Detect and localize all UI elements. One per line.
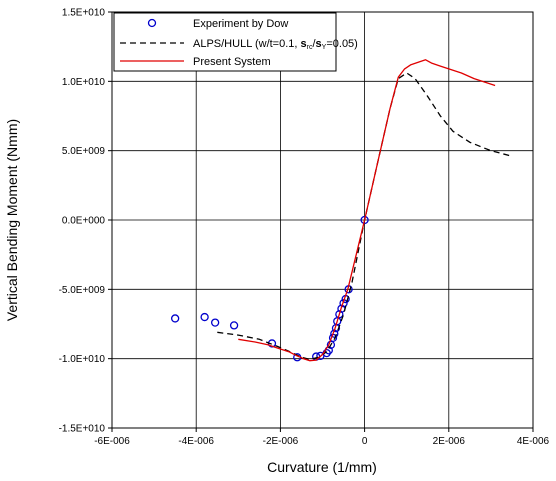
x-tick-label: -4E-006	[178, 436, 214, 447]
legend: Experiment by Dow ALPS/HULL (w/t=0.1, sr…	[113, 12, 358, 72]
x-tick-label: 4E-006	[517, 436, 550, 447]
x-tick-label: -2E-006	[263, 436, 299, 447]
y-axis-title: Vertical Bending Moment (Nmm)	[4, 119, 20, 321]
grid	[111, 11, 534, 429]
y-tick-label: 5.0E+009	[62, 146, 106, 157]
y-tick-label: -1.0E+010	[59, 354, 106, 365]
experiment-point	[229, 321, 239, 330]
experiment-point	[210, 318, 220, 327]
legend-label-alps: ALPS/HULL (w/t=0.1, src/sY=0.05)	[193, 38, 358, 51]
x-axis-title: Curvature (1/mm)	[267, 459, 377, 475]
experiment-point	[170, 314, 180, 323]
legend-label-present: Present System	[193, 56, 271, 68]
alps-hull-series-line	[217, 72, 513, 361]
present-system-series-line	[238, 59, 496, 362]
legend-label-experiment: Experiment by Dow	[193, 18, 288, 30]
y-tick-label: 1.5E+010	[62, 8, 106, 19]
experiment-point	[200, 312, 209, 322]
x-tick-label: -6E-006	[94, 436, 130, 447]
x-tick-label: 2E-006	[433, 436, 466, 447]
series-layer	[170, 59, 513, 362]
y-tick-label: 0.0E+000	[62, 216, 106, 227]
legend-marker-experiment	[147, 18, 157, 28]
experiment-point	[360, 215, 369, 225]
axis-ticks: -6E-006 -4E-006 -2E-006 0 2E-006 4E-006 -1.5E+…	[59, 8, 550, 448]
y-tick-label: -5.0E+009	[59, 285, 106, 296]
plot-frame	[111, 11, 534, 429]
y-tick-label: 1.0E+010	[62, 77, 106, 88]
experiment-point	[335, 310, 344, 319]
x-tick-label: 0	[362, 436, 368, 447]
y-tick-label: -1.5E+010	[59, 424, 106, 435]
